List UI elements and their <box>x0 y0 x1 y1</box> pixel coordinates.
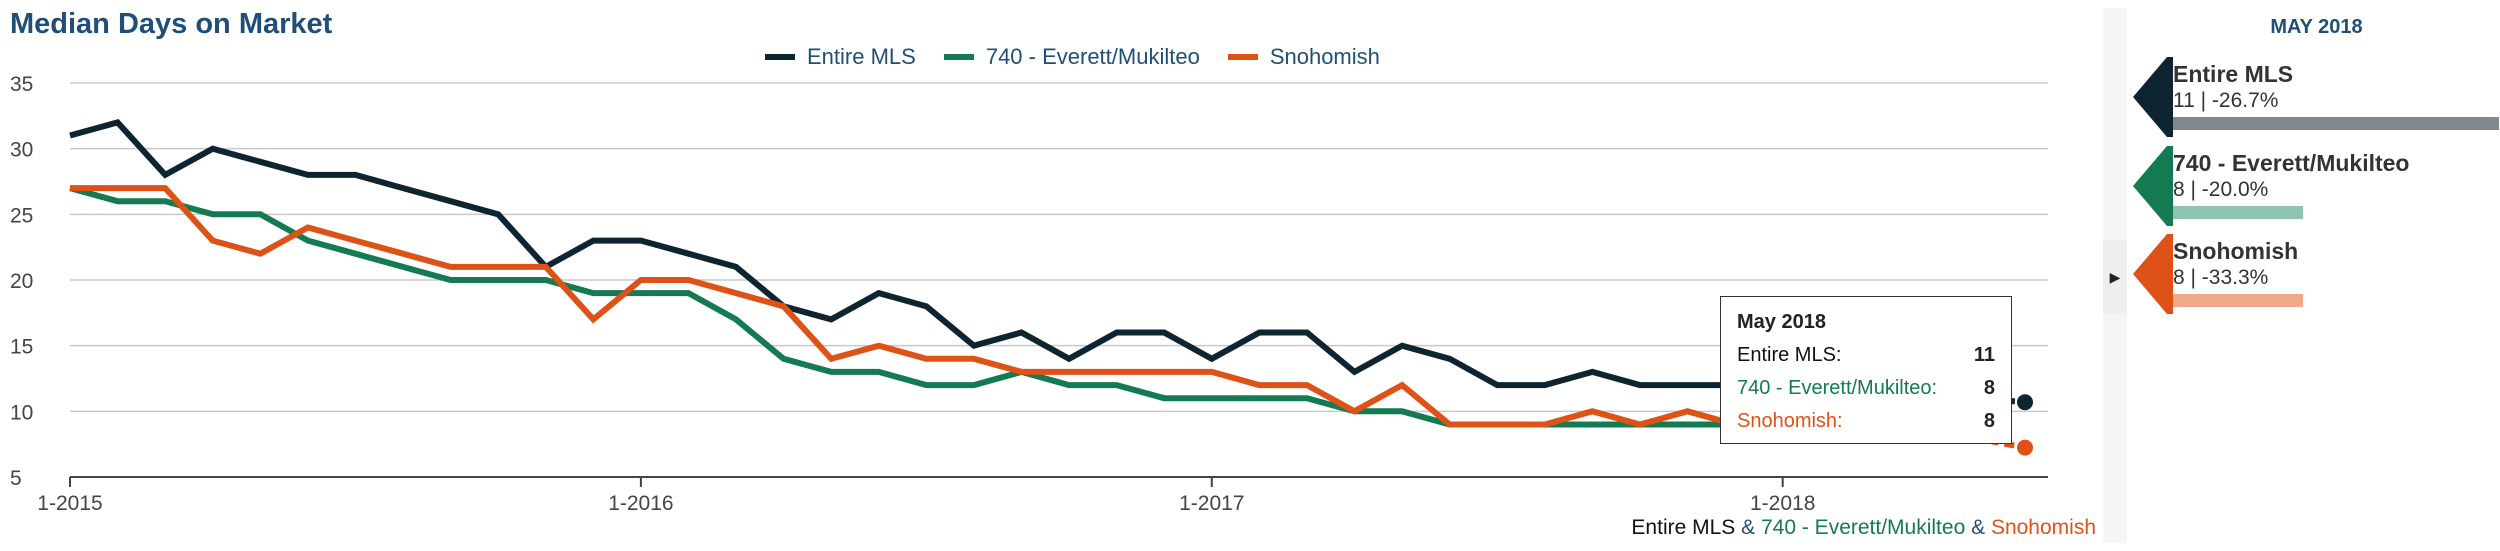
tooltip-label: Snohomish: <box>1737 410 1843 432</box>
tooltip-row-everett-mukilteo: 740 - Everett/Mukilteo: 8 <box>1737 377 1995 400</box>
legend-label: 740 - Everett/Mukilteo <box>985 44 1200 69</box>
side-item-accent <box>2167 146 2173 226</box>
side-item-stat: 8 | -33.3% <box>2173 266 2269 289</box>
pointer-arrow-icon <box>2133 146 2167 226</box>
end-marker-snohomish <box>2017 439 2033 456</box>
legend-swatch <box>1227 54 1258 60</box>
x-tick-label: 1-2017 <box>1179 492 1244 515</box>
side-panel: MAY 2018 Entire MLS 11 | -26.7% 740 - Ev… <box>2133 0 2500 551</box>
side-item-accent <box>2167 234 2173 314</box>
side-item-bar <box>2173 294 2304 307</box>
y-tick-label: 30 <box>10 139 33 162</box>
tooltip-row-snohomish: Snohomish: 8 <box>1737 410 1995 433</box>
side-item-stat: 11 | -26.7% <box>2173 89 2279 112</box>
tooltip-label: Entire MLS: <box>1737 344 1842 366</box>
y-tick-label: 35 <box>10 73 33 96</box>
side-item-name: Snohomish <box>2173 238 2299 264</box>
chart-title: Median Days on Market <box>10 8 333 40</box>
footnote-part: 740 - Everett/Mukilteo <box>1760 516 1966 539</box>
tooltip-value: 8 <box>1983 410 1995 432</box>
side-item-snohomish[interactable]: Snohomish 8 | -33.3% <box>2133 234 2500 314</box>
side-panel-title: MAY 2018 <box>2270 16 2363 38</box>
collapse-toggle-button[interactable]: ▶ <box>2103 240 2127 314</box>
tooltip-label: 740 - Everett/Mukilteo: <box>1737 377 1938 399</box>
x-tick-label: 1-2018 <box>1750 492 1815 515</box>
side-item-bar <box>2173 206 2304 219</box>
y-tick-label: 15 <box>10 336 33 359</box>
tooltip-value: 8 <box>1983 377 1995 399</box>
chart-legend: Entire MLS 740 - Everett/Mukilteo Snohom… <box>765 44 1380 70</box>
legend-swatch <box>765 54 795 60</box>
pointer-arrow-icon <box>2133 57 2167 137</box>
x-tick-label: 1-2015 <box>37 492 102 515</box>
y-tick-label: 25 <box>10 204 33 227</box>
legend-item-snohomish[interactable]: Snohomish <box>1227 44 1380 70</box>
triangle-right-icon: ▶ <box>2109 268 2121 285</box>
footnote-part: & <box>1965 516 1991 539</box>
tooltip-title: May 2018 <box>1737 311 1826 333</box>
y-tick-label: 5 <box>10 467 22 490</box>
end-marker-entire-mls <box>2017 394 2033 411</box>
line-chart: 5 10 15 20 25 30 35 1-2015 1-2016 1-2017 1-2018 <box>10 73 2048 515</box>
side-item-name: 740 - Everett/Mukilteo <box>2173 150 2410 176</box>
legend-item-everett-mukilteo[interactable]: 740 - Everett/Mukilteo <box>943 44 1200 70</box>
footnote-part: Entire MLS <box>1631 516 1736 539</box>
tooltip-row-entire-mls: Entire MLS: 11 <box>1737 344 1995 367</box>
footnote-part: & <box>1735 516 1761 539</box>
y-tick-label: 20 <box>10 270 33 293</box>
y-tick-label: 10 <box>10 401 33 424</box>
series-line-snohomish <box>70 185 1973 441</box>
side-item-name: Entire MLS <box>2173 61 2294 87</box>
side-item-entire-mls[interactable]: Entire MLS 11 | -26.7% <box>2133 57 2500 137</box>
series-line-everett-mukilteo <box>69 185 1973 441</box>
comparison-footnote: Entire MLS & 740 - Everett/Mukilteo & Sn… <box>1631 516 2096 540</box>
legend-swatch <box>943 54 974 60</box>
hover-tooltip: May 2018 Entire MLS: 11 740 - Everett/Mu… <box>1720 296 2012 444</box>
x-tick-label: 1-2016 <box>608 492 673 515</box>
side-item-accent <box>2167 57 2173 137</box>
legend-item-entire-mls[interactable]: Entire MLS <box>765 44 916 70</box>
side-item-bar <box>2173 117 2499 130</box>
side-item-stat: 8 | -20.0% <box>2173 178 2269 201</box>
legend-label: Snohomish <box>1269 44 1380 69</box>
side-item-everett-mukilteo[interactable]: 740 - Everett/Mukilteo 8 | -20.0% <box>2133 146 2500 226</box>
legend-label: Entire MLS <box>807 44 916 69</box>
series-line-entire-mls <box>69 119 1973 402</box>
pointer-arrow-icon <box>2133 234 2167 314</box>
tooltip-value: 11 <box>1973 344 1995 366</box>
footnote-part: Snohomish <box>1990 516 2096 539</box>
